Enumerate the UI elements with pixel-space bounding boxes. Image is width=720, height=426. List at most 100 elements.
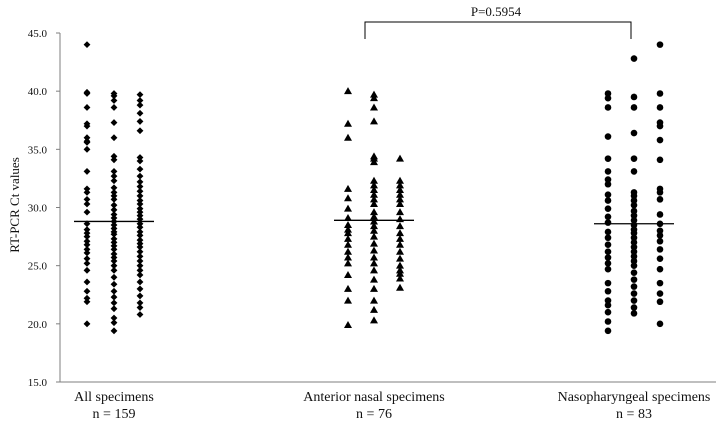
data-point [110,245,118,253]
data-point [344,213,352,221]
data-point [656,265,664,273]
data-point [110,299,118,307]
data-point [396,254,404,262]
data-point [396,208,404,216]
data-point [604,176,612,183]
median-lines [74,219,674,225]
data-point [604,180,612,188]
data-point [110,239,118,246]
data-point [344,87,352,95]
data-point [656,237,664,245]
data-point [344,320,352,328]
data-point [604,254,612,261]
data-point [136,215,144,223]
data-point [656,156,664,164]
data-point [370,226,378,234]
data-point [136,187,144,195]
data-point [630,239,638,246]
data-point [83,294,91,302]
data-point [656,232,664,239]
p-value-label: P=0.5954 [471,4,522,19]
data-point [630,207,638,215]
category-n-label: n = 83 [616,407,652,422]
data-point [136,91,144,99]
data-point [83,168,91,175]
y-tick-labels: 15.0 20.0 25.0 30.0 35.0 40.0 45.0 [28,28,60,389]
data-point [136,257,144,265]
data-point [370,200,378,208]
data-point [370,212,378,220]
data-point [370,305,378,313]
y-tick-label: 20.0 [28,319,48,331]
data-point [656,227,664,235]
data-point [630,155,638,162]
data-point [630,253,638,260]
data-point [396,229,404,237]
data-point [604,90,612,97]
y-tick-label: 45.0 [28,28,48,40]
data-point [110,250,118,258]
data-point [83,259,91,267]
data-point [136,205,144,213]
y-tick-label: 25.0 [28,261,48,273]
data-point [656,320,664,328]
data-point [396,181,404,189]
axes [59,33,716,383]
data-point [110,152,118,160]
y-tick-label: 40.0 [28,86,48,98]
data-point [370,190,378,198]
data-point [604,279,612,287]
category-label: All specimens [74,390,154,405]
data-point [370,94,378,102]
data-point [630,276,638,283]
data-point [604,265,612,273]
data-point [630,93,638,101]
data-point [110,192,118,200]
data-point [630,212,638,219]
data-point [604,155,612,162]
data-point [396,261,404,269]
data-point [630,197,638,204]
data-point [370,232,378,240]
data-point [83,229,91,237]
data-point [604,248,612,256]
data-point [136,243,144,251]
data-point [110,327,118,335]
data-point [136,197,144,204]
data-point [630,304,638,311]
data-point [136,172,144,180]
data-point [396,195,404,203]
data-point [83,237,91,245]
data-point [136,252,144,260]
data-point [83,255,91,263]
data-point [83,104,91,111]
data-point [83,298,91,306]
data-point [370,246,378,254]
data-point [604,168,612,175]
data-point [630,192,638,200]
data-point [83,88,91,96]
data-point [136,266,144,274]
data-point [83,185,91,193]
data-point [604,260,612,267]
data-point [83,245,91,253]
data-point [83,200,91,208]
data-point [604,318,612,325]
data-point [344,229,352,237]
data-point [83,241,91,249]
data-point [136,101,144,109]
data-point [344,253,352,261]
data-point [370,117,378,125]
data-point [136,208,144,216]
data-point [630,229,638,237]
data-point [604,219,612,226]
data-point [604,197,612,204]
data-point [604,191,612,199]
data-point [136,304,144,311]
data-point [83,266,91,274]
data-point [136,157,144,165]
data-point [110,287,118,295]
data-point [344,247,352,255]
data-point [396,247,404,255]
data-point [136,178,144,186]
